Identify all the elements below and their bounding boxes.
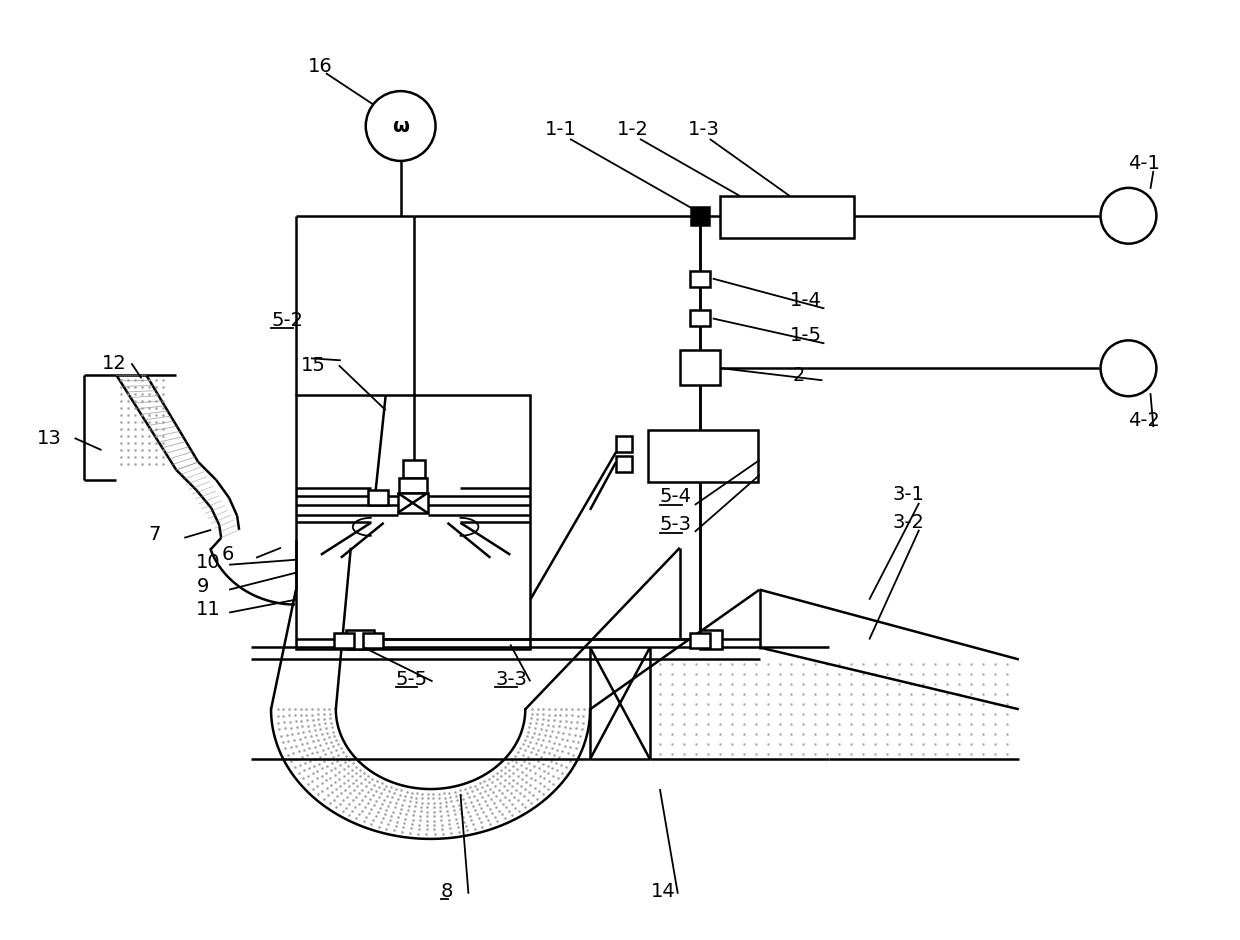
Bar bbox=[398, 478, 427, 493]
Text: 1-5: 1-5 bbox=[790, 326, 821, 345]
Bar bbox=[346, 630, 373, 650]
Text: 6: 6 bbox=[221, 545, 233, 564]
Bar bbox=[680, 351, 719, 385]
Bar bbox=[719, 196, 854, 238]
Text: 11: 11 bbox=[196, 600, 221, 619]
Text: 7: 7 bbox=[149, 525, 161, 544]
Text: 8: 8 bbox=[440, 883, 453, 901]
Bar bbox=[363, 633, 383, 649]
Text: 13: 13 bbox=[37, 429, 62, 447]
Bar bbox=[403, 460, 424, 478]
Bar bbox=[368, 490, 388, 505]
Text: 5-5: 5-5 bbox=[396, 670, 428, 689]
Circle shape bbox=[1101, 188, 1157, 243]
Text: ω: ω bbox=[392, 117, 409, 135]
Text: 3-1: 3-1 bbox=[893, 485, 924, 505]
Text: 1-3: 1-3 bbox=[688, 119, 719, 138]
Text: 2: 2 bbox=[792, 366, 805, 384]
Text: 5-3: 5-3 bbox=[660, 515, 692, 534]
Text: 14: 14 bbox=[651, 883, 676, 901]
Bar bbox=[296, 395, 531, 650]
Text: 5-2: 5-2 bbox=[272, 311, 303, 330]
Bar bbox=[699, 630, 722, 650]
Bar bbox=[689, 633, 709, 649]
Text: 1-1: 1-1 bbox=[546, 119, 577, 138]
Text: 12: 12 bbox=[102, 353, 126, 373]
Text: 5-4: 5-4 bbox=[660, 488, 692, 507]
Circle shape bbox=[366, 91, 435, 161]
Text: 3-3: 3-3 bbox=[495, 670, 527, 689]
Text: 9: 9 bbox=[196, 577, 208, 596]
Text: 10: 10 bbox=[196, 554, 221, 572]
Bar bbox=[649, 431, 758, 482]
Bar bbox=[691, 207, 709, 225]
Bar bbox=[616, 436, 632, 452]
Text: 15: 15 bbox=[301, 356, 326, 375]
Text: 3-2: 3-2 bbox=[893, 513, 924, 532]
Circle shape bbox=[1101, 340, 1157, 397]
Bar bbox=[616, 456, 632, 472]
Bar bbox=[689, 310, 709, 326]
Text: 1-4: 1-4 bbox=[790, 291, 821, 310]
Bar bbox=[398, 493, 428, 513]
Text: 16: 16 bbox=[308, 56, 332, 76]
Text: 4-2: 4-2 bbox=[1128, 411, 1161, 430]
Text: 4-1: 4-1 bbox=[1128, 154, 1161, 173]
Bar bbox=[689, 271, 709, 287]
Bar bbox=[334, 633, 353, 649]
Text: 1-2: 1-2 bbox=[618, 119, 649, 138]
